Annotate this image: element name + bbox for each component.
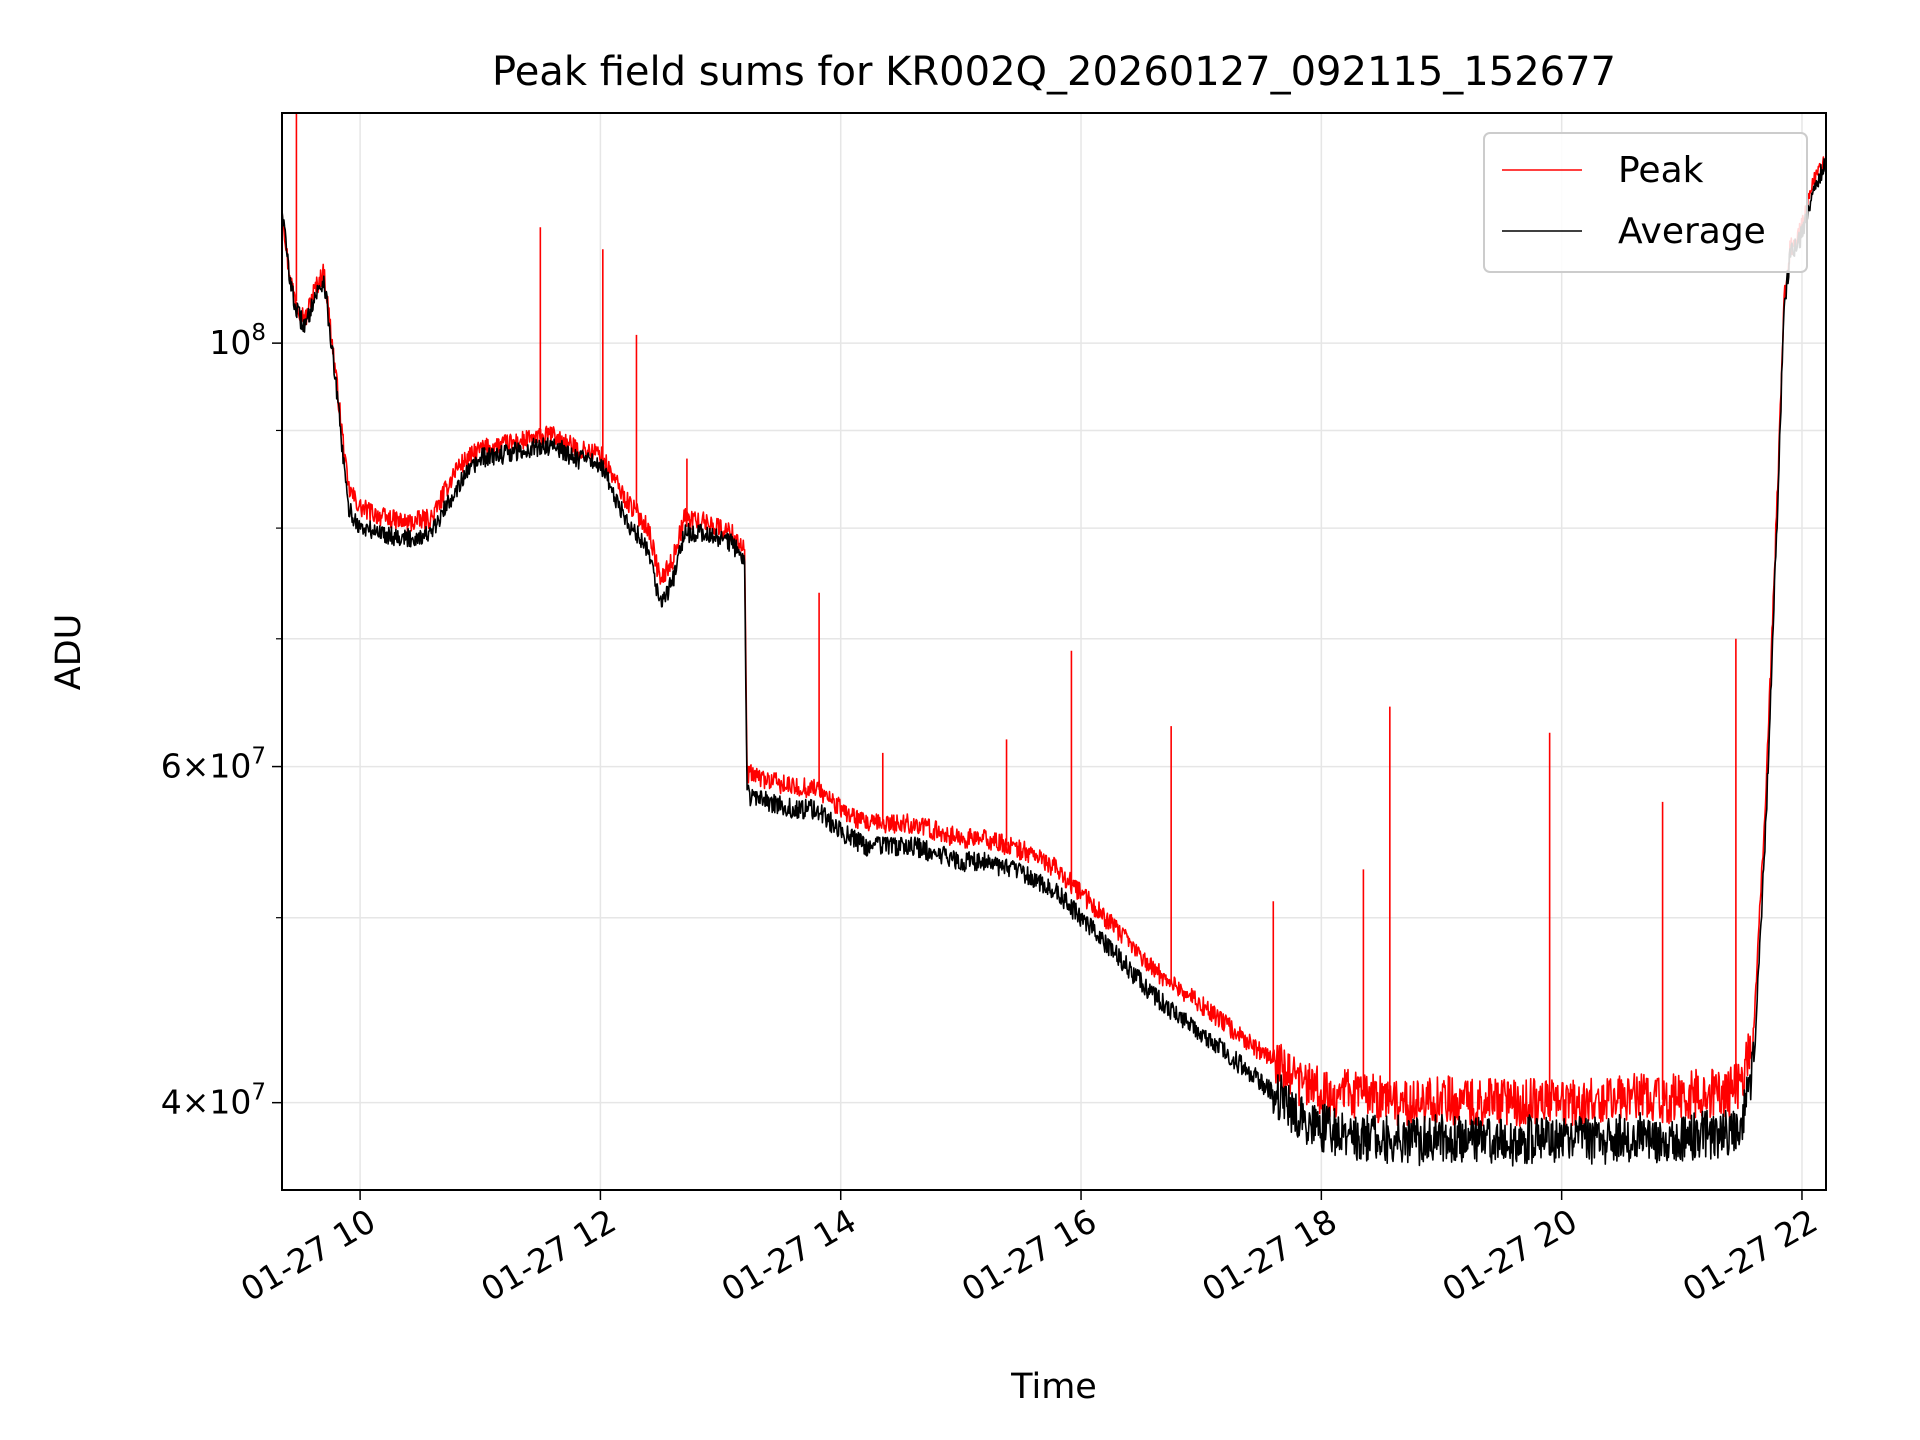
peak-series-line	[281, 156, 1827, 1127]
y-axis-label: ADU	[49, 614, 89, 691]
x-axis-label: Time	[1010, 1367, 1097, 1407]
series-layer	[281, 113, 1827, 1167]
legend: Peak Average	[1483, 132, 1808, 273]
legend-peak-label: Peak	[1618, 150, 1704, 191]
chart-title: Peak field sums for KR002Q_20260127_0921…	[492, 49, 1616, 95]
plot-frame	[281, 112, 1827, 1191]
y-tick-label: 108	[209, 320, 266, 362]
legend-average-label: Average	[1618, 211, 1766, 252]
y-tick-label: 4×107	[161, 1080, 266, 1122]
y-tick-label: 6×107	[161, 744, 266, 786]
legend-box	[1483, 132, 1808, 273]
average-series-line	[281, 156, 1827, 1167]
y-axis: 4×107 6×107 108	[161, 320, 282, 1122]
grid	[282, 113, 1826, 1190]
